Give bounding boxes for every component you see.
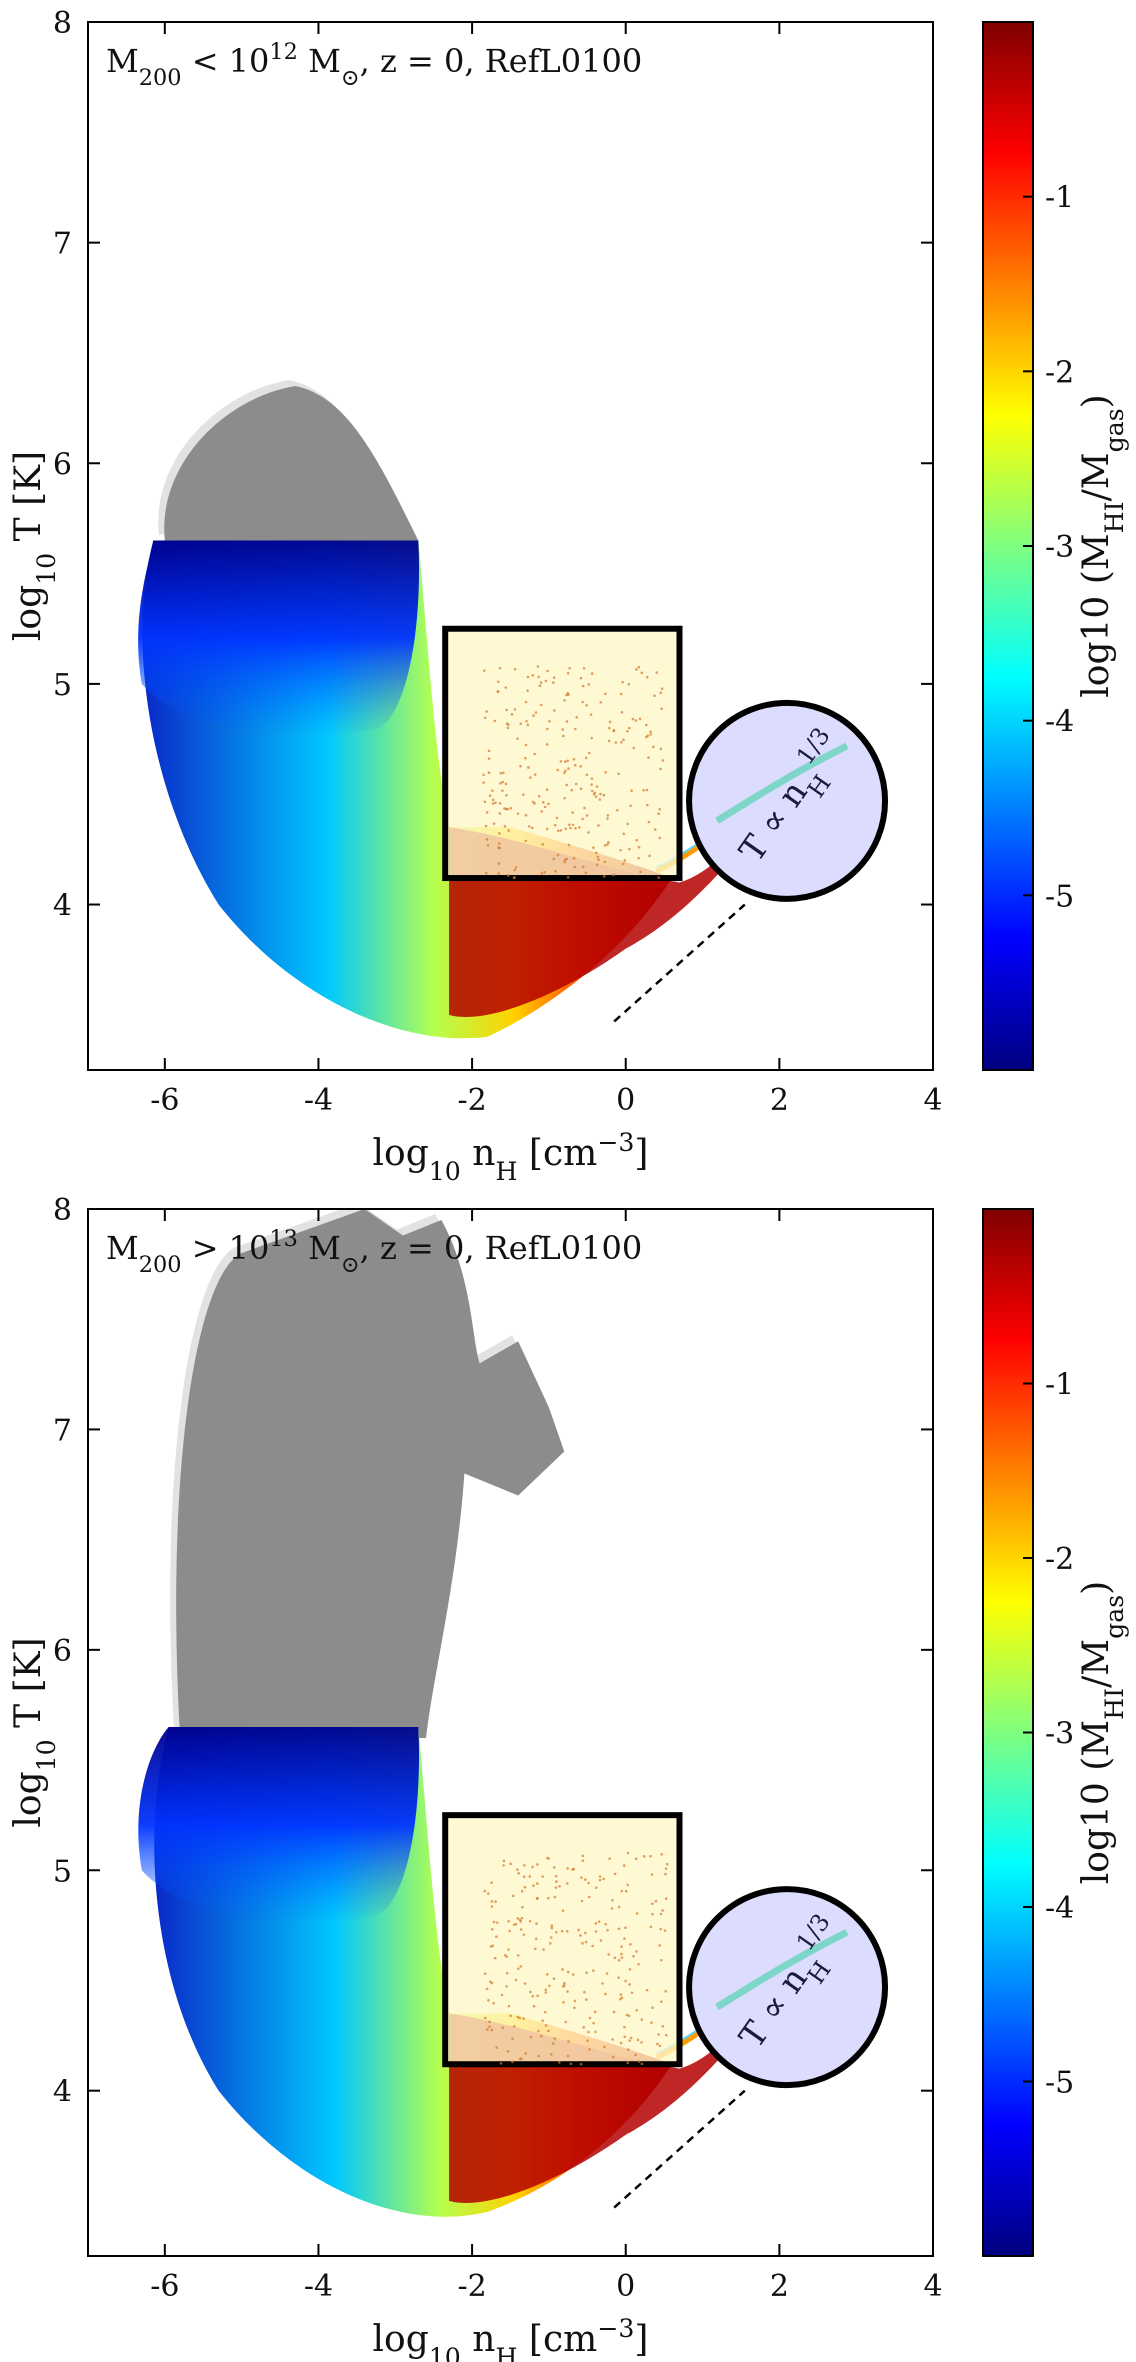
slope-reference-line: [613, 2089, 746, 2209]
y-axis-label: log10 T [K]: [8, 1637, 61, 1827]
grey-gas-halo: [158, 380, 413, 535]
plot-frame: [87, 21, 934, 1071]
x-tick-label: -6: [150, 2269, 179, 2304]
y-tick-label: 4: [53, 2075, 72, 2110]
y-tick-label: 8: [53, 6, 72, 41]
colorbar-tick-label: -3: [1045, 530, 1074, 565]
x-tick-label: 0: [616, 2269, 635, 2304]
x-tick-label: -2: [457, 1083, 486, 1118]
grey-gas-region: [164, 386, 419, 541]
data-layer: [138, 1209, 820, 2217]
slope-reference-line: [613, 903, 746, 1023]
inset-slope-points: [715, 742, 849, 824]
y-tick-label: 6: [53, 447, 72, 482]
dense-gas-ridge: [449, 1969, 784, 2204]
colorbar-tick-label: -2: [1045, 1542, 1074, 1577]
y-tick-label: 7: [53, 227, 72, 262]
inset-slope-points: [715, 1928, 849, 2011]
x-tick-label: 4: [923, 1083, 942, 1118]
x-tick-label: -2: [457, 2269, 486, 2304]
colorbar-tick-label: -1: [1045, 181, 1074, 216]
colorbar-tick-label: -5: [1045, 2066, 1074, 2101]
grey-gas-region: [176, 1209, 565, 1739]
cool-gas-cap: [138, 1726, 420, 1923]
x-tick-label: -4: [304, 2269, 333, 2304]
panel-title: M200 > 1013 M⊙, z = 0, RefL0100: [106, 1226, 642, 1278]
y-tick-label: 7: [53, 1413, 72, 1448]
x-axis-label: log10 nH [cm−3]: [373, 2314, 649, 2362]
inset-box: [442, 625, 683, 882]
colorbar-label: log10 (MHI/Mgas): [1076, 394, 1129, 697]
colorbar-tick-label: -1: [1045, 1368, 1074, 1403]
colorbar-tick-label: -2: [1045, 355, 1074, 390]
plot-frame: [87, 1208, 934, 2257]
x-tick-label: -4: [304, 1083, 333, 1118]
x-tick-label: 0: [616, 1083, 635, 1118]
colorbar-tick-label: -4: [1045, 705, 1074, 740]
x-tick-label: 2: [770, 1083, 789, 1118]
x-tick-label: -6: [150, 1083, 179, 1118]
grey-gas-halo: [170, 1209, 559, 1733]
data-layer: [138, 380, 820, 1039]
panel-title: M200 < 1012 M⊙, z = 0, RefL0100: [106, 39, 642, 91]
colorbar-tick-label: -5: [1045, 879, 1074, 914]
x-axis-label: log10 nH [cm−3]: [373, 1128, 649, 1186]
colorbar-tick-label: -3: [1045, 1717, 1074, 1752]
y-tick-label: 5: [53, 668, 72, 703]
y-tick-label: 6: [53, 1634, 72, 1669]
colorbar-tick-label: -4: [1045, 1891, 1074, 1926]
y-tick-label: 5: [53, 1854, 72, 1889]
x-tick-label: 2: [770, 2269, 789, 2304]
cool-gas-cap: [138, 540, 420, 737]
y-tick-label: 8: [53, 1193, 72, 1228]
x-tick-label: 4: [923, 2269, 942, 2304]
y-axis-label: log10 T [K]: [8, 451, 61, 641]
y-tick-label: 4: [53, 889, 72, 924]
colorbar-label: log10 (MHI/Mgas): [1076, 1581, 1129, 1884]
inset-box: [442, 1812, 683, 2068]
dense-gas-ridge: [449, 783, 784, 1017]
